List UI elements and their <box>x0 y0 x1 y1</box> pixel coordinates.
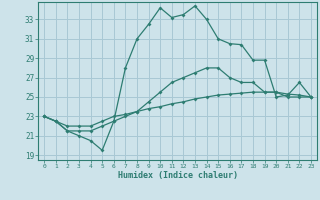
X-axis label: Humidex (Indice chaleur): Humidex (Indice chaleur) <box>118 171 238 180</box>
